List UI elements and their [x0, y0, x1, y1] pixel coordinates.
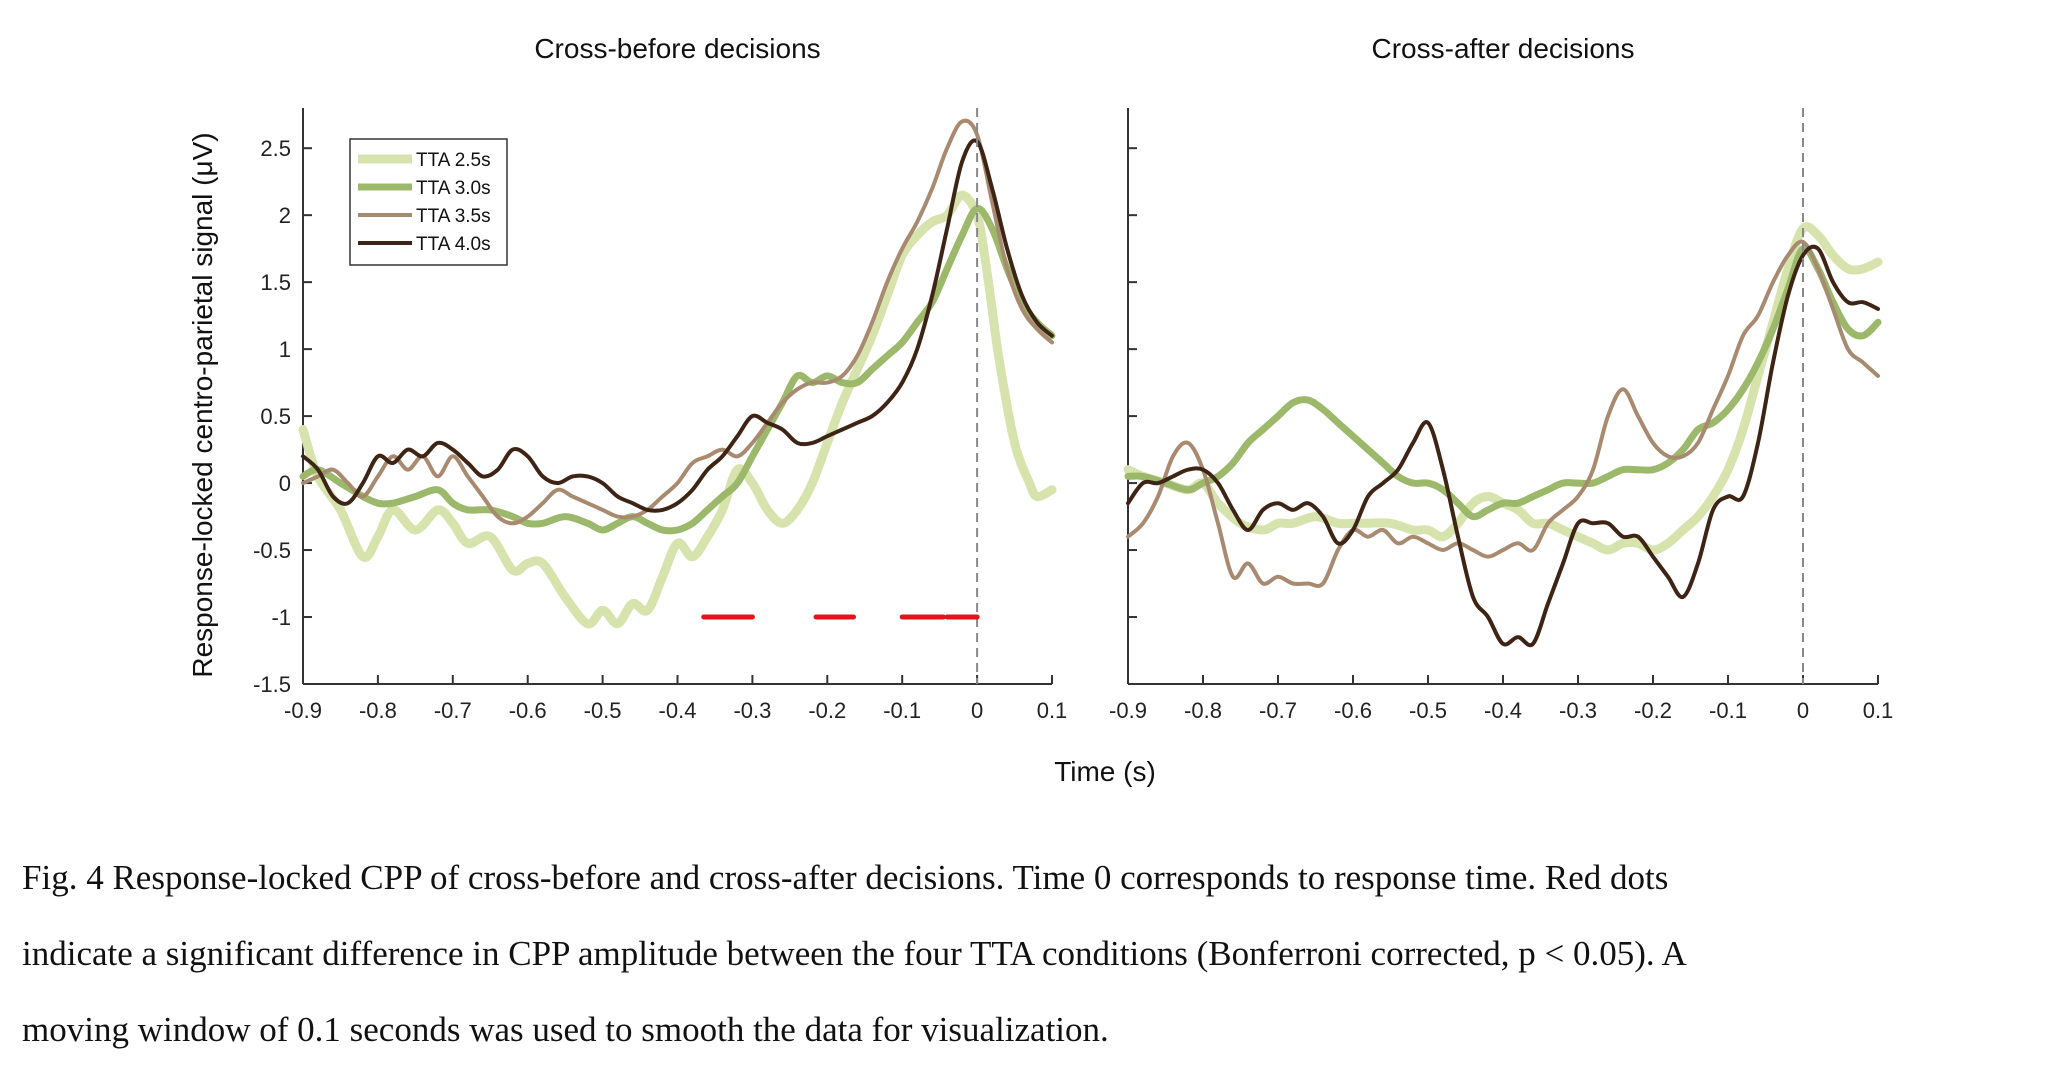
series-line-2 [1124, 244, 1882, 521]
series-line-2 [299, 205, 1056, 535]
caption-line-2: indicate a significant difference in CPP… [22, 934, 1687, 973]
x-tick-label: -0.6 [1334, 698, 1372, 723]
x-tick-label: 0 [971, 698, 983, 723]
chart-panel-2: Cross-after decisions -0.9 -0.8 -0.7 -0.6 -0.… [1109, 33, 1893, 723]
legend: TTA 2.5s TTA 3.0s TTA 3.5s TTA 4.0s [349, 138, 508, 266]
series-line-4 [301, 138, 1054, 513]
y-tick-label: -1.5 [253, 672, 291, 697]
figure-caption: Fig. 4 Response-locked CPP of cross-befo… [22, 840, 2032, 1068]
series-line-4 [1126, 244, 1880, 648]
caption-line-1: Fig. 4 Response-locked CPP of cross-befo… [22, 858, 1669, 897]
x-axis-label: Time (s) [1054, 756, 1156, 787]
x-tick-label: -0.6 [509, 698, 547, 723]
x-tick-label: -0.2 [1634, 698, 1672, 723]
chart-panel-1: Cross-before decisions -0.9 -0.8 -0.7 -0.6 -0… [253, 33, 1067, 723]
y-tick-label: 2.5 [260, 136, 291, 161]
x-tick-label: -0.5 [584, 698, 622, 723]
x-tick-label: -0.4 [1484, 698, 1522, 723]
y-tick-label: -0.5 [253, 538, 291, 563]
y-tick-label: 2 [279, 203, 291, 228]
x-tick-label: 0.1 [1863, 698, 1894, 723]
y-tick-label: 1 [279, 337, 291, 362]
x-tick-label: 0.1 [1037, 698, 1068, 723]
legend-label: TTA 3.5s [416, 206, 491, 227]
chart-figure: Cross-before decisions -0.9 -0.8 -0.7 -0.6 -0… [187, 33, 1893, 787]
x-tick-label: -0.3 [733, 698, 771, 723]
x-tick-label: -0.7 [434, 698, 472, 723]
caption-line-3: moving window of 0.1 seconds was used to… [22, 1010, 1109, 1049]
x-tick-label: -0.9 [1109, 698, 1147, 723]
series-line-3 [301, 118, 1054, 526]
x-tick-label: 0 [1797, 698, 1809, 723]
x-tick-label: -0.9 [284, 698, 322, 723]
series-line-1 [298, 190, 1057, 629]
legend-label: TTA 2.5s [416, 150, 491, 171]
x-tick-label: -0.1 [883, 698, 921, 723]
y-tick-label: 1.5 [260, 270, 291, 295]
series-line-3 [1126, 239, 1880, 588]
x-tick-label: -0.5 [1409, 698, 1447, 723]
figure: Cross-before decisions -0.9 -0.8 -0.7 -0.6 -0… [187, 33, 1893, 787]
x-tick-label: -0.1 [1709, 698, 1747, 723]
chart-title: Cross-before decisions [534, 33, 820, 64]
legend-label: TTA 3.0s [416, 178, 491, 199]
legend-label: TTA 4.0s [416, 234, 491, 255]
x-tick-label: -0.7 [1259, 698, 1297, 723]
x-tick-label: -0.8 [1184, 698, 1222, 723]
x-tick-label: -0.8 [359, 698, 397, 723]
x-tick-label: -0.4 [659, 698, 697, 723]
x-tick-label: -0.2 [808, 698, 846, 723]
x-tick-label: -0.3 [1559, 698, 1597, 723]
y-tick-label: -1 [271, 605, 291, 630]
y-tick-label: 0 [279, 471, 291, 496]
y-axis-label: Response-locked centro-parietal signal (… [187, 132, 218, 677]
chart-title: Cross-after decisions [1372, 33, 1635, 64]
y-tick-label: 0.5 [260, 404, 291, 429]
